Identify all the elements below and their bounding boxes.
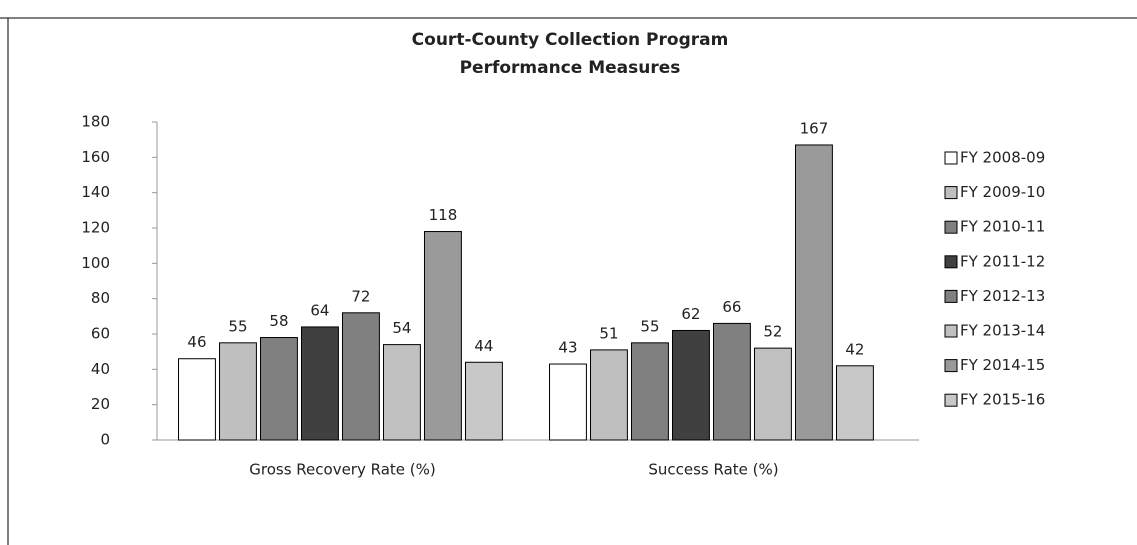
bar	[219, 342, 257, 441]
data-label: 66	[722, 298, 741, 316]
bar	[713, 322, 751, 441]
bar	[631, 342, 669, 441]
legend-label: FY 2008-09	[960, 149, 1045, 167]
y-tick-label: 100	[81, 254, 110, 272]
legend-swatch	[944, 186, 958, 200]
chart-title: Court-County Collection Program	[412, 30, 729, 50]
y-tick-label: 140	[81, 183, 110, 201]
y-tick-label: 180	[81, 113, 110, 131]
y-tick-label: 20	[91, 395, 110, 413]
bar	[549, 363, 587, 441]
data-label: 43	[558, 339, 577, 357]
bar	[672, 329, 710, 441]
chart-title: Performance Measures	[460, 58, 681, 78]
legend-label: FY 2014-15	[960, 356, 1045, 374]
bar	[423, 231, 462, 441]
y-tick-label: 80	[91, 289, 110, 307]
bar	[464, 361, 503, 441]
bar	[178, 358, 216, 441]
y-tick-label: 40	[91, 360, 110, 378]
data-label: 52	[763, 323, 782, 341]
data-label: 58	[269, 312, 288, 330]
legend-swatch	[944, 220, 958, 234]
data-label: 44	[474, 337, 493, 355]
bar	[382, 344, 421, 441]
y-tick-label: 0	[100, 431, 110, 449]
legend-label: FY 2013-14	[960, 322, 1045, 340]
bar	[301, 326, 339, 441]
data-label: 46	[187, 333, 206, 351]
y-tick-label: 60	[91, 325, 110, 343]
x-tick-label: Gross Recovery Rate (%)	[249, 461, 435, 479]
y-tick-label: 120	[81, 219, 110, 237]
data-label: 64	[310, 301, 329, 319]
bar	[835, 365, 874, 441]
legend-swatch	[944, 393, 958, 407]
data-label: 55	[228, 317, 247, 335]
legend-swatch	[944, 255, 958, 269]
bar	[342, 312, 380, 441]
legend-label: FY 2012-13	[960, 287, 1045, 305]
bar	[753, 347, 792, 441]
bar	[794, 144, 833, 441]
data-label: 62	[681, 305, 700, 323]
bar	[260, 337, 298, 441]
data-label: 72	[351, 287, 370, 305]
data-label: 118	[429, 206, 458, 224]
y-tick-label: 160	[81, 148, 110, 166]
data-label: 51	[599, 324, 618, 342]
legend-swatch	[944, 359, 958, 373]
data-label: 167	[800, 119, 829, 137]
x-tick-label: Success Rate (%)	[648, 461, 778, 479]
data-label: 42	[845, 340, 864, 358]
legend-label: FY 2011-12	[960, 252, 1045, 270]
bar	[590, 349, 628, 441]
legend-label: FY 2009-10	[960, 183, 1045, 201]
legend-label: FY 2010-11	[960, 218, 1045, 236]
data-label: 55	[640, 317, 659, 335]
legend-swatch	[944, 289, 958, 303]
data-label: 54	[392, 319, 411, 337]
legend-swatch	[944, 324, 958, 338]
legend-swatch	[944, 151, 958, 165]
legend-label: FY 2015-16	[960, 391, 1045, 409]
